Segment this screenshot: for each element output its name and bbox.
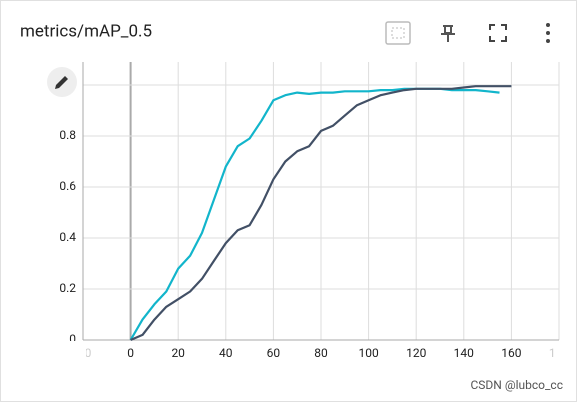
x-tick-label: 100 <box>358 346 378 360</box>
y-tick-label: 0.8 <box>59 128 76 142</box>
y-tick-label: 0.2 <box>59 281 76 295</box>
pin-button[interactable] <box>441 25 455 42</box>
x-tick-label: 0 <box>127 346 134 360</box>
y-tick-label: 0.4 <box>59 230 76 244</box>
fit-button[interactable] <box>385 21 411 45</box>
x-tick-label: 180 <box>549 346 569 360</box>
series-line <box>130 85 512 342</box>
x-tick-label: 40 <box>219 346 233 360</box>
menu-button[interactable] <box>546 23 550 43</box>
x-tick-label: 140 <box>454 346 474 360</box>
x-tick-label: 80 <box>314 346 328 360</box>
x-tick-labels: -20 0 20 40 60 80 100 120 140 160 180 <box>75 346 569 360</box>
y-tick-label: 0 <box>69 332 76 346</box>
x-tick-label: -20 <box>75 346 92 360</box>
x-tick-label: 160 <box>501 346 521 360</box>
x-tick-label: 20 <box>171 346 185 360</box>
fullscreen-button[interactable] <box>489 24 507 42</box>
edit-button[interactable] <box>47 67 77 97</box>
watermark: CSDN @lubco_cc <box>471 378 564 392</box>
x-tick-label: 120 <box>406 346 426 360</box>
y-tick-label: 0.6 <box>59 179 76 193</box>
x-tick-label: 60 <box>267 346 281 360</box>
chart-title: metrics/mAP_0.5 <box>20 21 152 41</box>
